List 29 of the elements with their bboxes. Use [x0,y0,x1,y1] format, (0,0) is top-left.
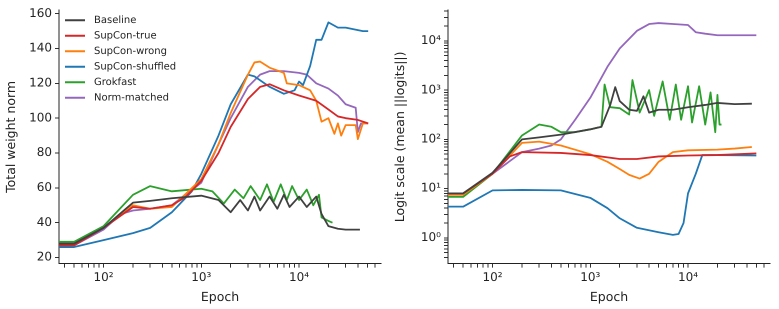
y-tick-label: 10⁰ [420,230,442,244]
y-tick-label: 10⁴ [420,33,442,48]
legend-label: SupCon-wrong [94,46,167,57]
x-axis-title: Epoch [200,288,240,304]
y-tick-label: 100 [29,110,52,124]
x-tick-label: 10³ [580,270,601,284]
legend-label: SupCon-true [94,30,157,42]
x-tick-label: 10⁴ [678,270,698,284]
x-tick-label: 10⁴ [288,270,310,284]
y-tick-label: 10³ [420,82,442,96]
y-axis-title: Logit scale (mean ||logits||) [392,51,407,222]
y-tick-label: 10¹ [420,180,442,195]
legend-label: Norm-matched [94,92,170,104]
y-tick-label: 140 [29,40,52,55]
y-axis-title: Total weight norm [2,80,18,194]
x-axis-title: Epoch [590,288,628,304]
x-tick-label: 10³ [191,270,212,284]
y-tick-label: 80 [36,145,52,160]
y-tick-label: 160 [29,6,52,20]
legend-label: Grokfast [94,76,136,88]
y-tick-label: 10² [420,131,442,146]
x-tick-label: 10² [482,270,503,284]
x-tick-label: 10² [94,270,114,284]
legend-label: SupCon-shuffled [94,61,176,72]
legend-label: Baseline [94,14,136,26]
y-tick-label: 60 [36,180,52,194]
y-tick-label: 20 [36,250,52,264]
y-tick-label: 120 [29,75,52,90]
y-tick-label: 40 [36,214,52,229]
